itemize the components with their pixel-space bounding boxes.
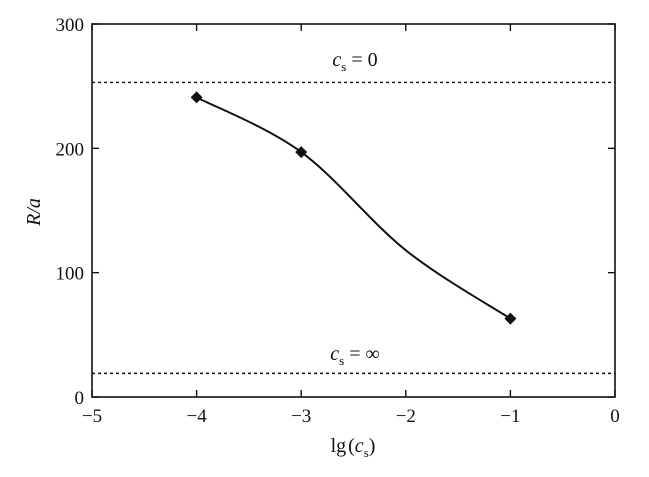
data-point-marker	[295, 146, 308, 159]
x-axis-label-var: c	[355, 435, 364, 457]
x-axis-label-fn: lg	[331, 435, 347, 457]
x-tick-label: 0	[610, 406, 620, 427]
x-axis-label: lg (cs)	[331, 435, 376, 460]
annotation-cs-infinity-var: c	[330, 343, 339, 365]
annotation-cs-zero-var: c	[332, 49, 341, 71]
x-tick-label: −1	[500, 406, 520, 427]
y-tick-label: 0	[75, 388, 85, 409]
annotation-cs-infinity-rest: = ∞	[344, 343, 380, 365]
x-tick-label: −4	[186, 406, 207, 427]
y-tick-label: 200	[56, 139, 85, 160]
annotation-cs-infinity: cs = ∞	[330, 343, 380, 368]
ticks-layer: −5 −4 −3 −2 −1 0 0 100 200 300	[56, 15, 620, 427]
data-point-marker	[504, 312, 517, 325]
y-tick-label: 100	[56, 264, 85, 285]
x-tick-label: −3	[291, 406, 311, 427]
x-axis-label-paren-close: )	[369, 435, 376, 457]
series-line-0	[196, 96, 511, 320]
x-tick-label: −5	[82, 406, 102, 427]
x-axis-label-paren-open: (	[348, 435, 355, 457]
plot-layer	[91, 23, 616, 398]
x-axis-label-sub: s	[364, 445, 369, 460]
x-tick-label: −2	[396, 406, 416, 427]
annotation-cs-zero-sub: s	[341, 59, 346, 74]
annotation-cs-zero: cs = 0	[332, 49, 377, 74]
annotation-cs-zero-rest: = 0	[346, 49, 377, 71]
data-point-marker	[190, 91, 203, 104]
plot-frame	[91, 23, 616, 398]
y-tick-label: 300	[56, 15, 85, 36]
annotation-cs-infinity-sub: s	[339, 353, 344, 368]
y-axis-label: R/a	[23, 198, 45, 227]
